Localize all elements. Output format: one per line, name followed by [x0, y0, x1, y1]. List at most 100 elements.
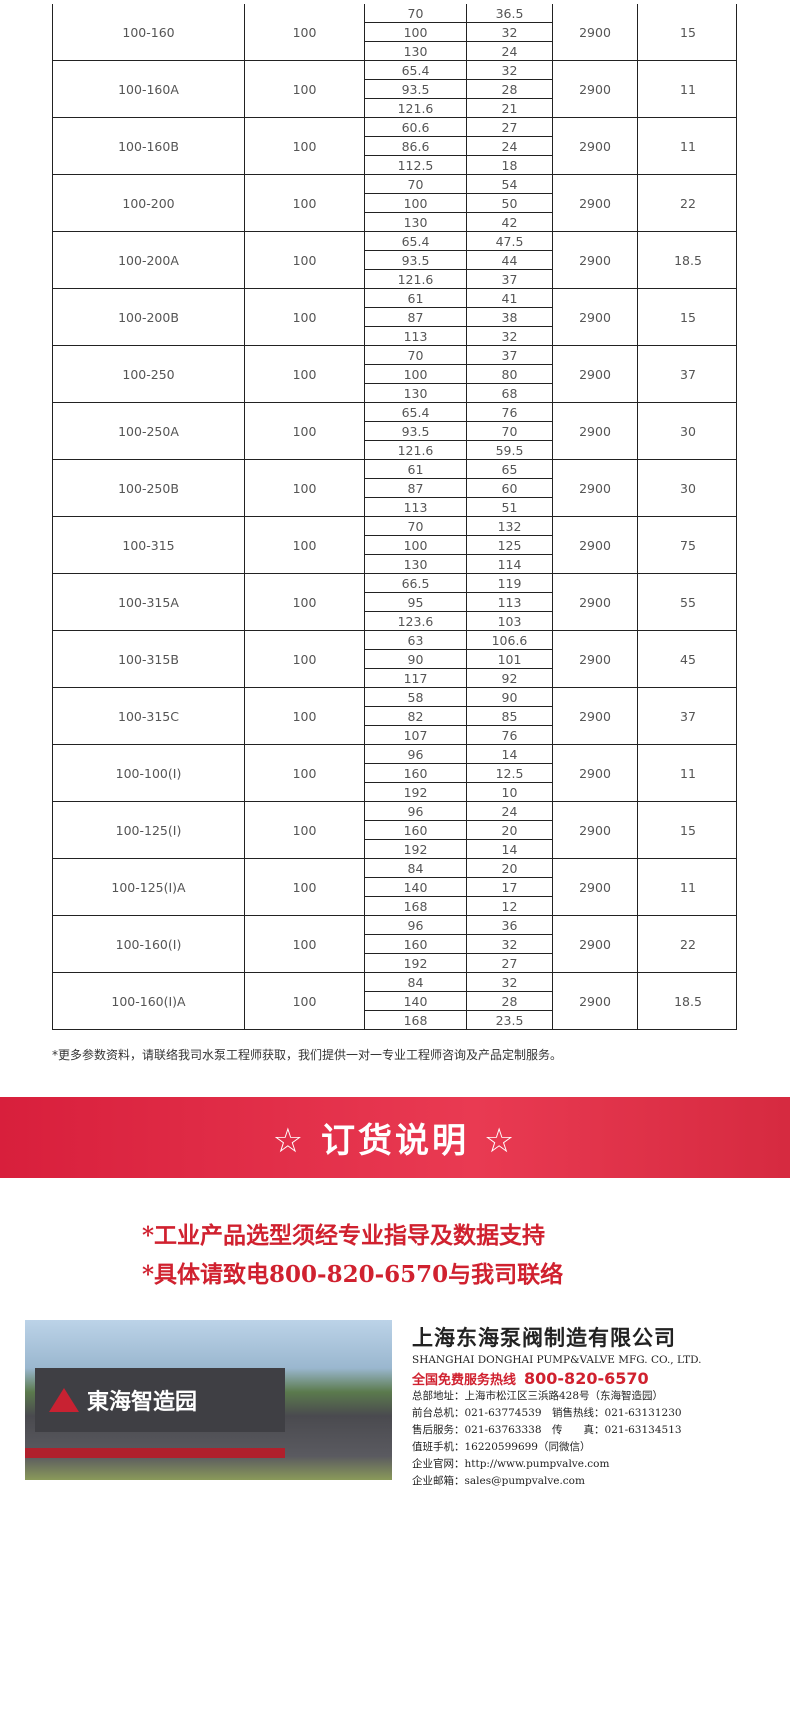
model-cell: 100-160(I)A — [53, 973, 245, 1029]
table-row: 100-200A 100 2900 18.5 65.4 93.5 121.6 47.5 44 37 — [52, 232, 737, 289]
model-cell: 100-160B — [53, 118, 245, 174]
model-cell: 100-250A — [53, 403, 245, 459]
flow-cell: 58 — [365, 688, 467, 707]
flow-cell: 70 — [365, 517, 467, 536]
flow-cell: 192 — [365, 783, 467, 802]
power-cell: 45 — [680, 651, 696, 667]
table-row: 100-100(I) 100 2900 11 96 160 192 14 12.5 10 — [52, 745, 737, 802]
pump-spec-table: 100-160 100 2900 15 70 100 130 36.5 32 24 100-160A… — [52, 4, 737, 1030]
flow-cell: 87 — [365, 479, 467, 498]
service-line: 售后服务：021-63763338 传 真：021-63134513 — [412, 1424, 682, 1436]
flow-cell: 93.5 — [365, 80, 467, 99]
table-row: 100-160 100 2900 15 70 100 130 36.5 32 24 — [52, 4, 737, 61]
inlet-cell: 100 — [245, 289, 365, 345]
head-cell: 80 — [467, 365, 553, 384]
flow-cell: 160 — [365, 821, 467, 840]
model-cell: 100-160A — [53, 61, 245, 117]
flow-cell: 86.6 — [365, 137, 467, 156]
flow-cell: 100 — [365, 194, 467, 213]
inlet-cell: 100 — [245, 118, 365, 174]
power-cell: 18.5 — [674, 252, 702, 268]
company-logo-icon — [49, 1388, 79, 1412]
company-name-cn: 上海东海泵阀制造有限公司 — [412, 1326, 676, 1350]
speed-cell: 2900 — [553, 403, 638, 459]
flow-cell: 61 — [365, 289, 467, 308]
speed-cell: 2900 — [553, 574, 638, 630]
head-cell: 44 — [467, 251, 553, 270]
table-row: 100-250B 100 2900 30 61 87 113 65 60 51 — [52, 460, 737, 517]
inlet-cell: 100 — [245, 232, 365, 288]
flow-cell: 66.5 — [365, 574, 467, 593]
flow-cell: 117 — [365, 669, 467, 688]
flow-cell: 63 — [365, 631, 467, 650]
slogan-2: *具体请致电800-820-6570与我司联络 — [142, 1261, 564, 1288]
model-cell: 100-315A — [53, 574, 245, 630]
head-cell: 106.6 — [467, 631, 553, 650]
flow-cell: 140 — [365, 992, 467, 1011]
power-cell: 11 — [680, 879, 696, 895]
model-cell: 100-125(I) — [53, 802, 245, 858]
hotline-number[interactable]: 800-820-6570 — [524, 1369, 649, 1388]
head-cell: 68 — [467, 384, 553, 403]
head-cell: 76 — [467, 403, 553, 422]
head-cell: 12 — [467, 897, 553, 916]
head-cell: 20 — [467, 821, 553, 840]
head-cell: 113 — [467, 593, 553, 612]
head-cell: 51 — [467, 498, 553, 517]
head-cell: 12.5 — [467, 764, 553, 783]
factory-photo: 東海智造园 — [25, 1320, 392, 1480]
flow-cell: 93.5 — [365, 251, 467, 270]
head-cell: 103 — [467, 612, 553, 631]
speed-cell: 2900 — [553, 859, 638, 915]
speed-cell: 2900 — [553, 916, 638, 972]
model-cell: 100-160(I) — [53, 916, 245, 972]
inlet-cell: 100 — [245, 346, 365, 402]
head-cell: 24 — [467, 802, 553, 821]
head-cell: 21 — [467, 99, 553, 118]
head-cell: 76 — [467, 726, 553, 745]
flow-cell: 100 — [365, 23, 467, 42]
flow-cell: 130 — [365, 42, 467, 61]
flow-cell: 121.6 — [365, 99, 467, 118]
flow-cell: 107 — [365, 726, 467, 745]
speed-cell: 2900 — [553, 175, 638, 231]
flow-cell: 168 — [365, 1011, 467, 1030]
head-cell: 32 — [467, 973, 553, 992]
model-cell: 100-250 — [53, 346, 245, 402]
speed-cell: 2900 — [553, 688, 638, 744]
head-cell: 36.5 — [467, 4, 553, 23]
flow-cell: 60.6 — [365, 118, 467, 137]
model-cell: 100-125(I)A — [53, 859, 245, 915]
flow-cell: 112.5 — [365, 156, 467, 175]
flow-cell: 96 — [365, 916, 467, 935]
head-cell: 24 — [467, 137, 553, 156]
head-cell: 20 — [467, 859, 553, 878]
flow-cell: 95 — [365, 593, 467, 612]
mobile-line: 值班手机：16220599699（同微信） — [412, 1441, 591, 1453]
inlet-cell: 100 — [245, 460, 365, 516]
head-cell: 125 — [467, 536, 553, 555]
power-cell: 37 — [680, 708, 696, 724]
head-cell: 92 — [467, 669, 553, 688]
table-row: 100-125(I) 100 2900 15 96 160 192 24 20 14 — [52, 802, 737, 859]
head-cell: 37 — [467, 270, 553, 289]
head-cell: 132 — [467, 517, 553, 536]
flow-cell: 96 — [365, 802, 467, 821]
email-line[interactable]: 企业邮箱：sales@pumpvalve.com — [412, 1475, 585, 1487]
hotline-label: 全国免费服务热线 — [412, 1373, 517, 1388]
table-row: 100-315C 100 2900 37 58 82 107 90 85 76 — [52, 688, 737, 745]
flow-cell: 65.4 — [365, 403, 467, 422]
head-cell: 119 — [467, 574, 553, 593]
power-cell: 30 — [680, 480, 696, 496]
table-row: 100-160A 100 2900 11 65.4 93.5 121.6 32 28 21 — [52, 61, 737, 118]
flow-cell: 87 — [365, 308, 467, 327]
head-cell: 17 — [467, 878, 553, 897]
flow-cell: 121.6 — [365, 270, 467, 289]
website-line[interactable]: 企业官网：http://www.pumpvalve.com — [412, 1458, 610, 1470]
flow-cell: 65.4 — [365, 232, 467, 251]
inlet-cell: 100 — [245, 745, 365, 801]
power-cell: 75 — [680, 537, 696, 553]
head-cell: 70 — [467, 422, 553, 441]
flow-cell: 113 — [365, 498, 467, 517]
power-cell: 37 — [680, 366, 696, 382]
